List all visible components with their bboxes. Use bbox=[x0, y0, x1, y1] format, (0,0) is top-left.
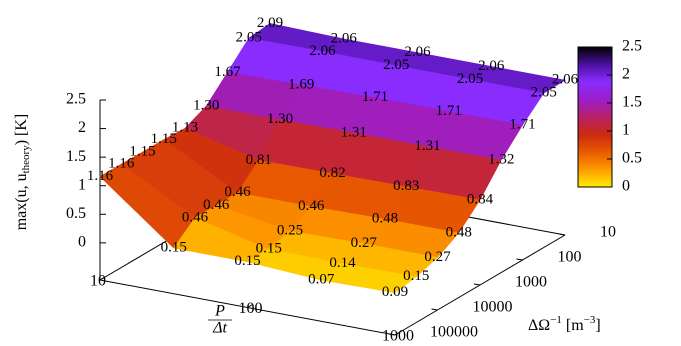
point-label: 0.27 bbox=[351, 235, 378, 251]
y-label-sup: −1 bbox=[550, 314, 562, 326]
point-label: 1.15 bbox=[151, 131, 177, 147]
y-tick bbox=[558, 233, 566, 236]
y-tick-label: 100 bbox=[558, 249, 582, 266]
surface-cell bbox=[320, 263, 417, 294]
point-label: 2.06 bbox=[309, 43, 336, 59]
cb-tick-label: 1 bbox=[622, 122, 630, 139]
y-tick-label: 10000 bbox=[473, 299, 513, 316]
point-label: 1.31 bbox=[414, 138, 440, 154]
point-label: 0.46 bbox=[203, 197, 230, 213]
point-label: 0.48 bbox=[446, 224, 472, 240]
point-label: 1.71 bbox=[362, 89, 388, 105]
y-label-part: ΔΩ bbox=[528, 317, 550, 334]
point-label: 0.07 bbox=[308, 272, 335, 288]
point-label: 1.30 bbox=[267, 111, 293, 127]
point-label: 0.83 bbox=[393, 178, 419, 194]
z-tick-label: 1.5 bbox=[66, 148, 86, 165]
surface bbox=[99, 23, 566, 294]
z-label-main: max(u, u bbox=[13, 173, 30, 230]
point-label: 0.15 bbox=[161, 239, 187, 255]
point-label: 1.69 bbox=[288, 76, 314, 92]
point-label: 2.05 bbox=[236, 30, 262, 46]
x-label-num: P bbox=[214, 303, 225, 320]
point-label: 0.15 bbox=[256, 241, 282, 257]
y-axis-label: ΔΩ−1 [m−3] bbox=[528, 314, 601, 334]
point-label: 0.15 bbox=[234, 253, 260, 269]
point-label: 2.05 bbox=[531, 85, 557, 101]
cb-tick-label: 0.5 bbox=[622, 150, 642, 167]
point-label: 1.31 bbox=[341, 124, 367, 140]
y-tick-label: 10 bbox=[600, 224, 616, 241]
z-tick-label: 2 bbox=[78, 119, 86, 136]
cb-tick-label: 2 bbox=[622, 66, 630, 83]
point-label: 1.16 bbox=[87, 168, 114, 184]
y-tick bbox=[473, 283, 481, 286]
y-label-part: ] bbox=[595, 317, 600, 334]
x-tick-label: 10 bbox=[90, 273, 106, 290]
point-label: 1.67 bbox=[214, 64, 241, 80]
point-label: 0.27 bbox=[424, 249, 451, 265]
point-label: 1.30 bbox=[193, 98, 219, 114]
x-tick-label: 100 bbox=[239, 300, 263, 317]
point-label: 1.16 bbox=[108, 156, 135, 172]
point-label: 2.06 bbox=[404, 44, 431, 60]
y-tick bbox=[431, 308, 438, 311]
point-label: 2.06 bbox=[331, 30, 358, 46]
y-tick-label: 1000 bbox=[515, 274, 547, 291]
point-label: 0.46 bbox=[182, 209, 209, 225]
point-label: 0.46 bbox=[224, 184, 251, 200]
x-label-den: Δt bbox=[212, 320, 227, 337]
point-label: 0.09 bbox=[382, 284, 408, 300]
point-label: 2.05 bbox=[457, 71, 483, 87]
point-label: 1.15 bbox=[129, 144, 155, 160]
point-label: 1.32 bbox=[488, 151, 514, 167]
x-tick bbox=[394, 331, 401, 336]
point-label: 2.06 bbox=[478, 58, 505, 74]
z-label-sub: theory bbox=[20, 145, 32, 174]
z-tick-label: 2.5 bbox=[66, 91, 86, 108]
y-label-sup: −3 bbox=[584, 314, 596, 326]
point-label: 0.46 bbox=[298, 198, 325, 214]
cb-tick-label: 0 bbox=[622, 178, 630, 195]
point-label: 0.14 bbox=[329, 255, 356, 271]
point-label: 0.84 bbox=[467, 191, 494, 207]
point-labels: 2.092.062.062.062.062.052.062.052.052.05… bbox=[87, 15, 579, 300]
point-label: 0.15 bbox=[403, 268, 429, 284]
x-tick bbox=[247, 304, 253, 308]
point-label: 2.09 bbox=[257, 15, 283, 31]
point-label: 0.48 bbox=[372, 211, 398, 227]
axes: 00.511.522.51010010001010010001000010000… bbox=[13, 38, 642, 345]
cb-tick-label: 1.5 bbox=[622, 94, 642, 111]
x-tick-label: 1000 bbox=[382, 328, 414, 345]
point-label: 1.71 bbox=[436, 103, 462, 119]
z-label-end: ) [K] bbox=[13, 114, 30, 146]
point-label: 0.82 bbox=[319, 165, 345, 181]
point-label: 1.13 bbox=[172, 120, 198, 136]
y-tick bbox=[388, 333, 396, 336]
point-label: 0.25 bbox=[277, 223, 303, 239]
z-tick-label: 1 bbox=[78, 176, 86, 193]
y-tick bbox=[516, 258, 523, 261]
colorbar bbox=[577, 46, 613, 188]
y-label-part: [m bbox=[562, 317, 584, 334]
cb-tick-label: 2.5 bbox=[622, 38, 642, 55]
z-tick-label: 0.5 bbox=[66, 205, 86, 222]
x-tick bbox=[99, 276, 106, 281]
point-label: 1.71 bbox=[509, 117, 535, 133]
z-axis-label: max(u, utheory) [K] bbox=[13, 114, 32, 231]
point-label: 2.06 bbox=[552, 72, 579, 88]
z-tick-label: 0 bbox=[78, 234, 86, 251]
point-label: 2.05 bbox=[383, 57, 409, 73]
point-label: 0.81 bbox=[246, 152, 272, 168]
y-tick-label: 100000 bbox=[430, 324, 478, 341]
